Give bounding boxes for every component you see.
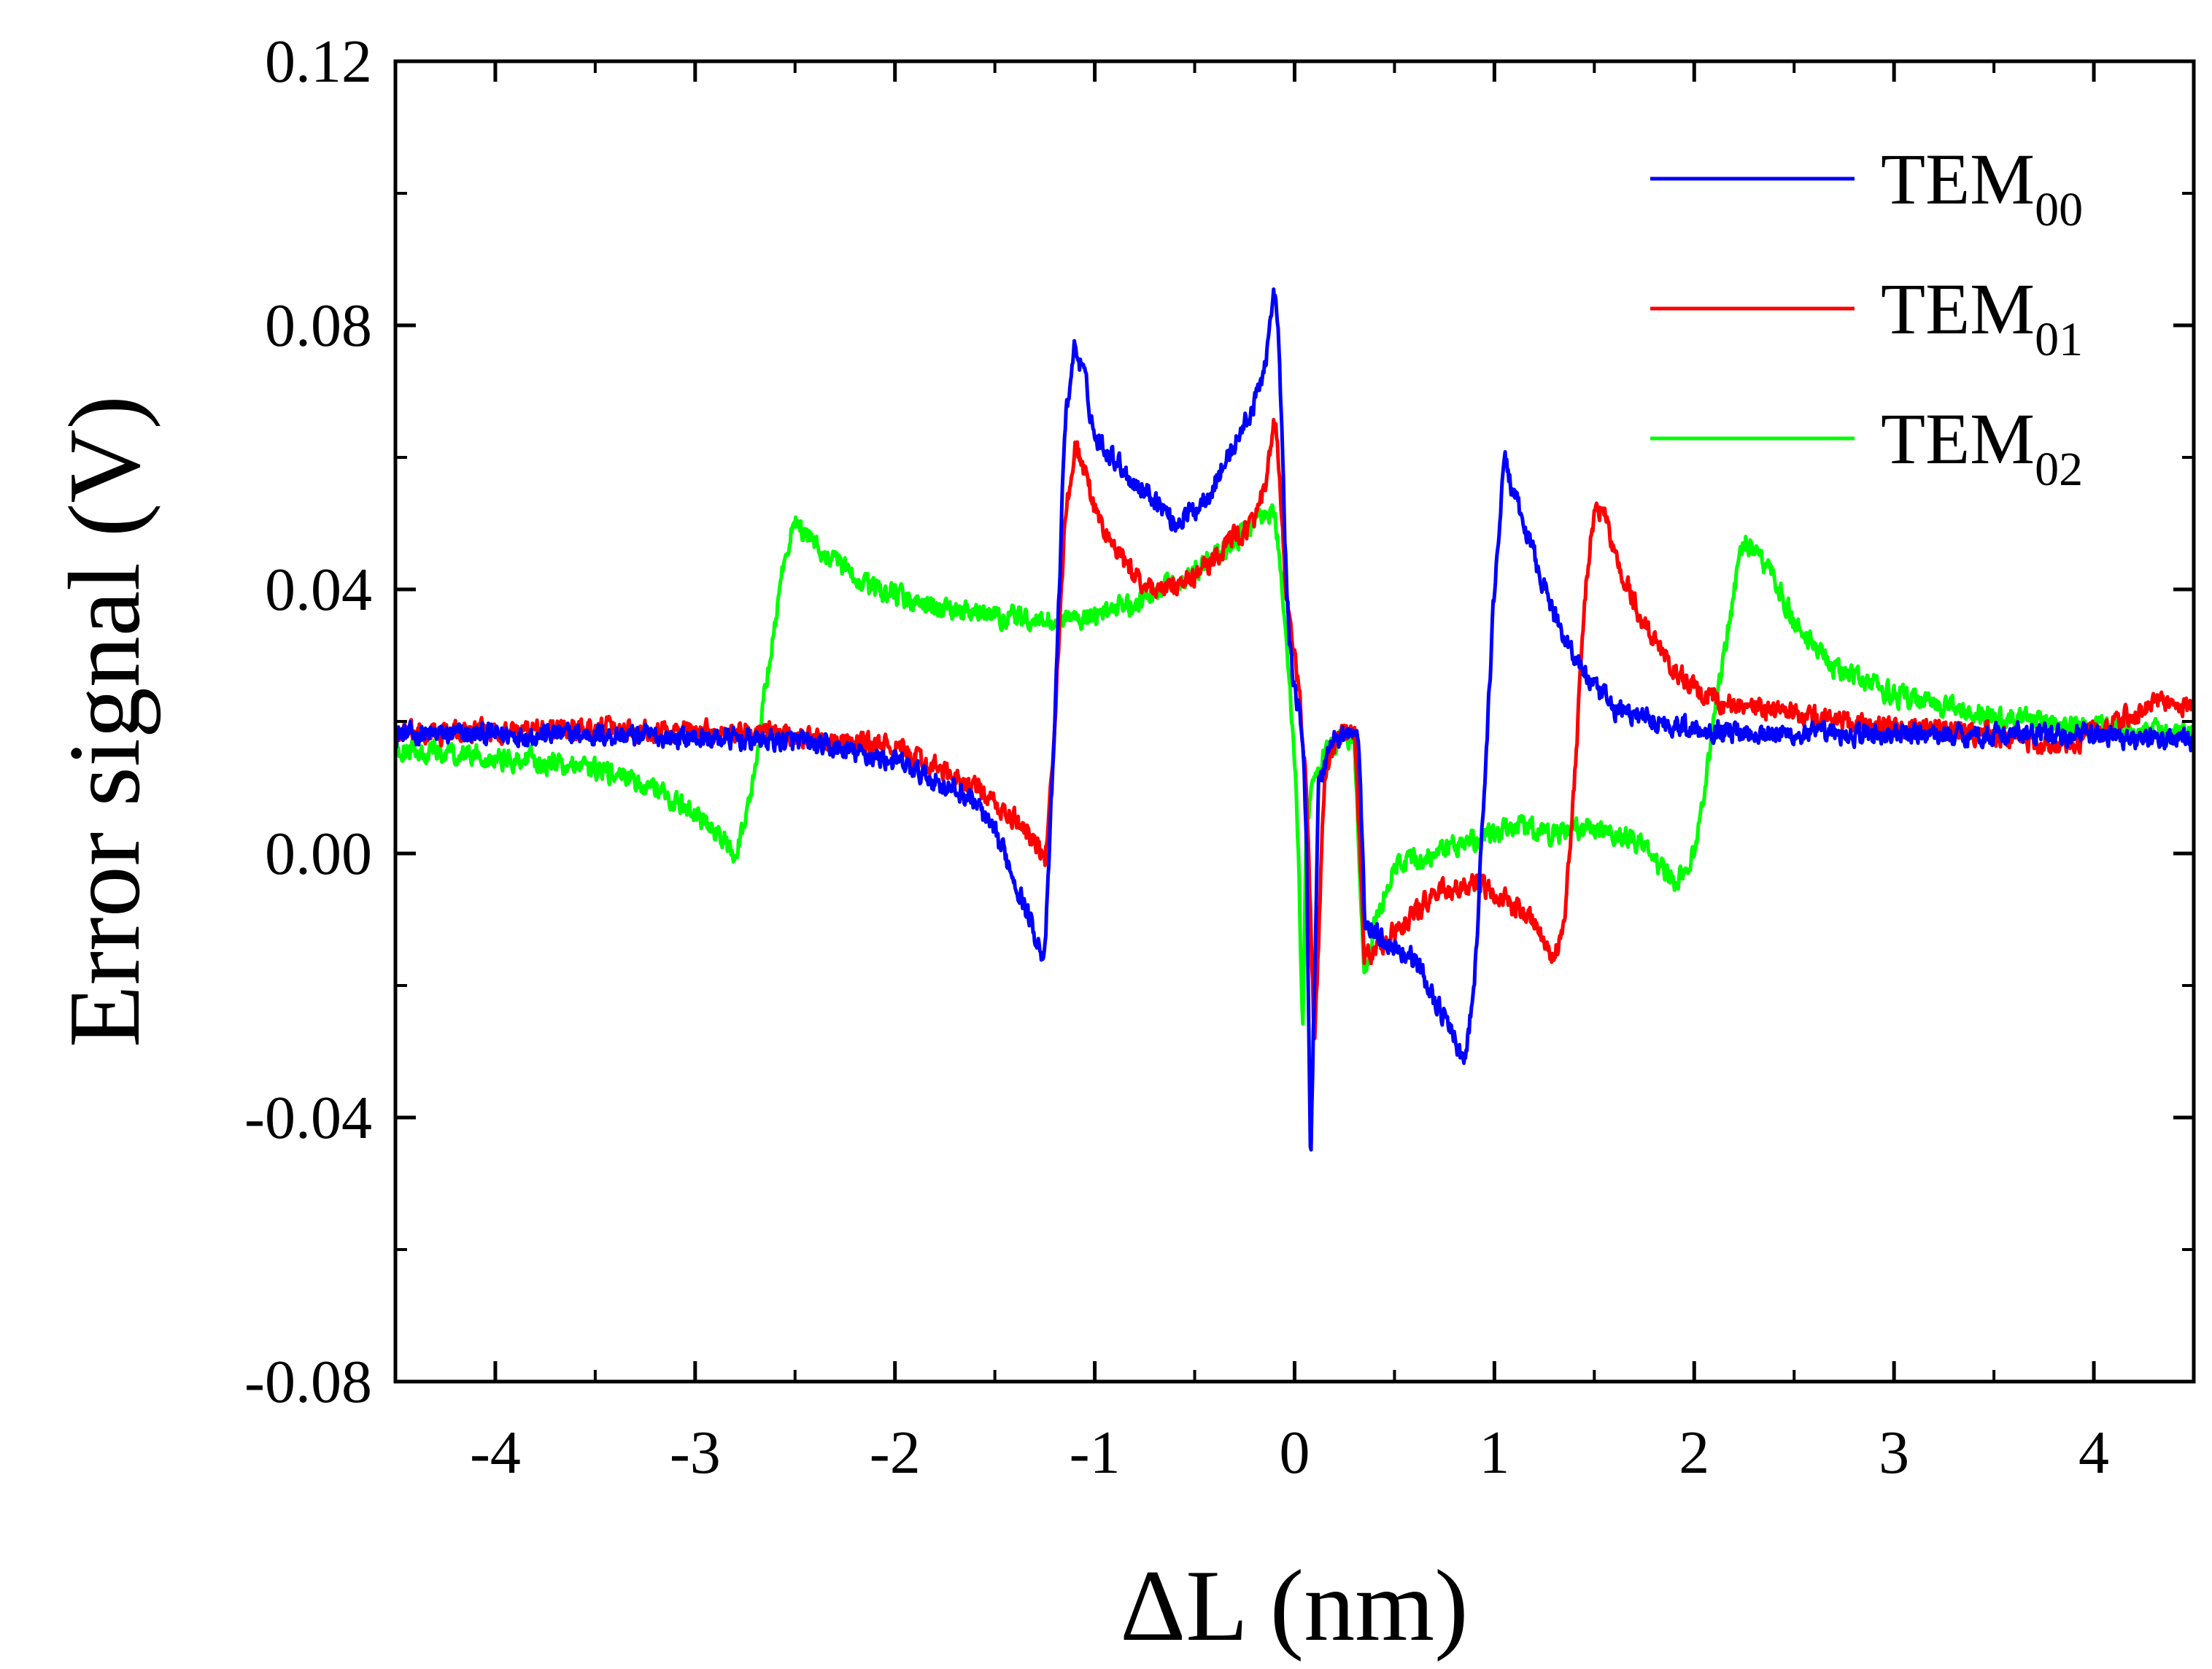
legend-label-tem02: TEM02: [1881, 398, 2083, 496]
x-tick-label: -2: [870, 1419, 921, 1487]
x-tick-label: 0: [1280, 1419, 1310, 1487]
x-axis-ticks: -4 -3 -2 -1 0 1 2 3 4: [394, 61, 2195, 1487]
x-tick-label: -3: [670, 1419, 721, 1487]
x-tick-label: 1: [1479, 1419, 1509, 1487]
y-axis-title: Error signal (V): [48, 395, 161, 1048]
legend-label-tem01: TEM01: [1881, 268, 2083, 366]
y-tick-label: 0.08: [265, 292, 372, 360]
y-tick-label: 0.12: [265, 28, 372, 96]
x-tick-label: -4: [470, 1419, 521, 1487]
x-axis-title: ΔL (nm): [1120, 1549, 1469, 1662]
x-tick-label: -1: [1070, 1419, 1121, 1487]
legend-label-tem00: TEM00: [1881, 139, 2083, 236]
series-line-tem00: [395, 287, 2194, 1152]
y-tick-label: -0.04: [244, 1084, 372, 1152]
x-tick-label: 4: [2078, 1419, 2109, 1487]
x-tick-label: 3: [1879, 1419, 1909, 1487]
data-series-group: [395, 287, 2194, 1152]
y-axis-ticks: -0.08 -0.04 0.00 0.04 0.08 0.12: [244, 28, 2194, 1416]
y-tick-label: 0.00: [265, 820, 372, 888]
series-line-tem02: [395, 503, 2194, 1026]
y-tick-label: 0.04: [265, 556, 372, 624]
legend: TEM00 TEM01 TEM02: [1650, 139, 2083, 496]
x-tick-label: 2: [1679, 1419, 1709, 1487]
y-tick-label: -0.08: [244, 1348, 372, 1416]
